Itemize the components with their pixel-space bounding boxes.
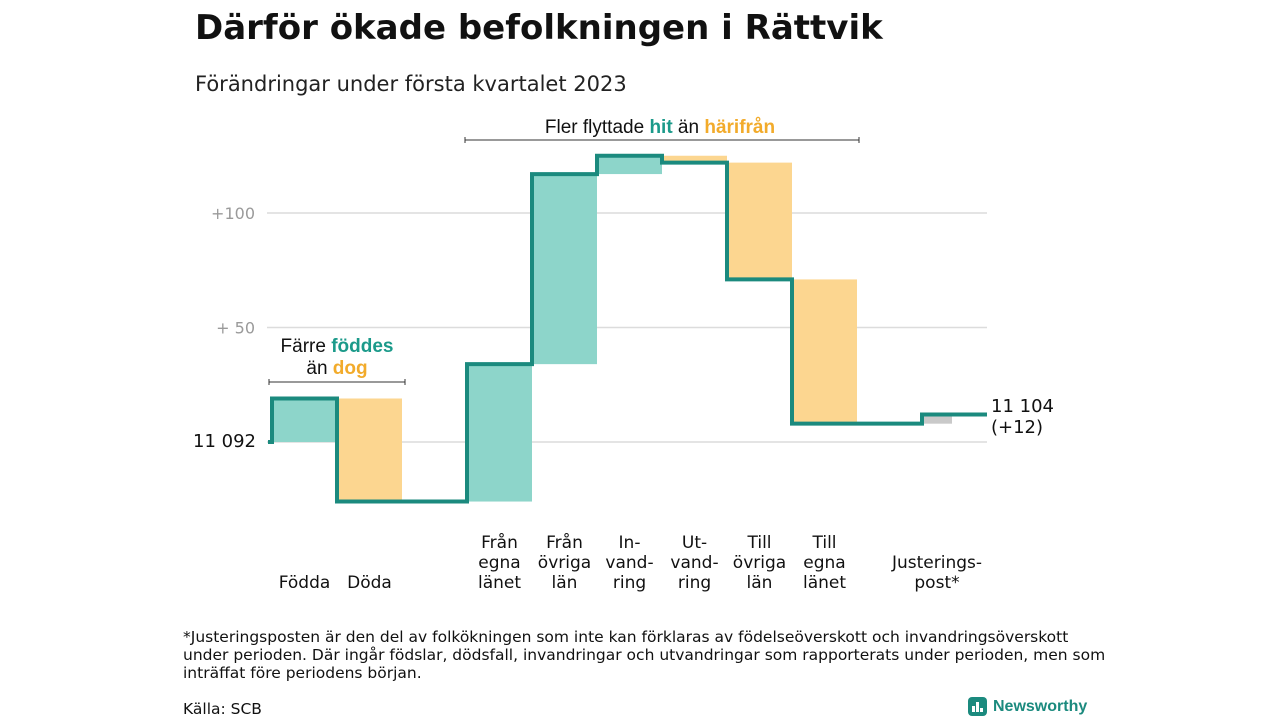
moves-annotation-part-1: än bbox=[673, 117, 705, 138]
y-tick-label-1: +100 bbox=[211, 204, 255, 223]
category-label-5-1: vand- bbox=[670, 553, 718, 573]
bar-5 bbox=[662, 155, 727, 163]
category-label-8-0: Justerings- bbox=[891, 553, 982, 573]
category-label-3-1: övriga bbox=[538, 553, 591, 573]
category-label-0-0: Födda bbox=[279, 573, 331, 593]
category-label-4-0: In- bbox=[619, 533, 641, 553]
category-label-2-1: egna bbox=[478, 553, 520, 573]
chart-title: Därför ökade befolkningen i Rättvik bbox=[195, 8, 883, 48]
bar-3 bbox=[532, 174, 597, 365]
category-label-4-2: ring bbox=[613, 573, 646, 593]
moves-annotation-part-2: härifrån bbox=[704, 117, 775, 138]
end-value-label: 11 104 bbox=[991, 396, 1054, 417]
bar-8 bbox=[922, 414, 952, 424]
logo-text: Newsworthy bbox=[993, 697, 1088, 715]
births-annotation-line1: Färre föddes bbox=[281, 336, 394, 357]
category-label-7-2: länet bbox=[803, 573, 846, 593]
bar-2 bbox=[467, 364, 532, 502]
category-label-5-0: Ut- bbox=[682, 533, 707, 553]
category-label-5-2: ring bbox=[678, 573, 711, 593]
bar-1 bbox=[337, 398, 402, 502]
start-value-label: 11 092 bbox=[193, 431, 256, 452]
chart-subtitle: Förändringar under första kvartalet 2023 bbox=[195, 72, 627, 96]
moves-annotation-part-0: hit bbox=[649, 117, 673, 138]
category-label-2-0: Från bbox=[481, 532, 518, 553]
bar-0 bbox=[272, 398, 337, 442]
moves-bracket bbox=[464, 137, 860, 143]
moves-annotation: Fler flyttade hit än härifrån bbox=[545, 117, 775, 138]
end-change-label: (+12) bbox=[991, 417, 1043, 438]
bar-4 bbox=[597, 155, 662, 175]
category-label-6-1: övriga bbox=[733, 553, 786, 573]
footnote: *Justeringsposten är den del av folkökni… bbox=[183, 628, 1106, 682]
bar-6 bbox=[727, 162, 792, 280]
deaths-annotation-em: dog bbox=[333, 358, 368, 379]
births-annotation-line2: än dog bbox=[306, 358, 367, 379]
category-label-7-0: Till bbox=[811, 533, 836, 553]
category-label-3-2: län bbox=[552, 573, 578, 593]
source-note: Källa: SCB bbox=[183, 700, 262, 718]
category-label-7-1: egna bbox=[803, 553, 845, 573]
births-bracket bbox=[268, 379, 406, 385]
newsworthy-logo: Newsworthy bbox=[968, 697, 1087, 716]
category-label-4-1: vand- bbox=[605, 553, 653, 573]
category-label-6-2: län bbox=[747, 573, 773, 593]
category-label-6-0: Till bbox=[746, 533, 771, 553]
category-label-1-0: Döda bbox=[347, 573, 392, 593]
cumulative-step-line bbox=[268, 153, 987, 504]
bar-7 bbox=[792, 279, 857, 424]
y-tick-label-0: + 50 bbox=[216, 319, 255, 338]
bar-chart-icon bbox=[968, 697, 987, 716]
category-label-2-2: länet bbox=[478, 573, 521, 593]
births-annotation-em: föddes bbox=[331, 336, 393, 357]
category-label-8-1: post* bbox=[914, 573, 959, 593]
category-label-3-0: Från bbox=[546, 532, 583, 553]
